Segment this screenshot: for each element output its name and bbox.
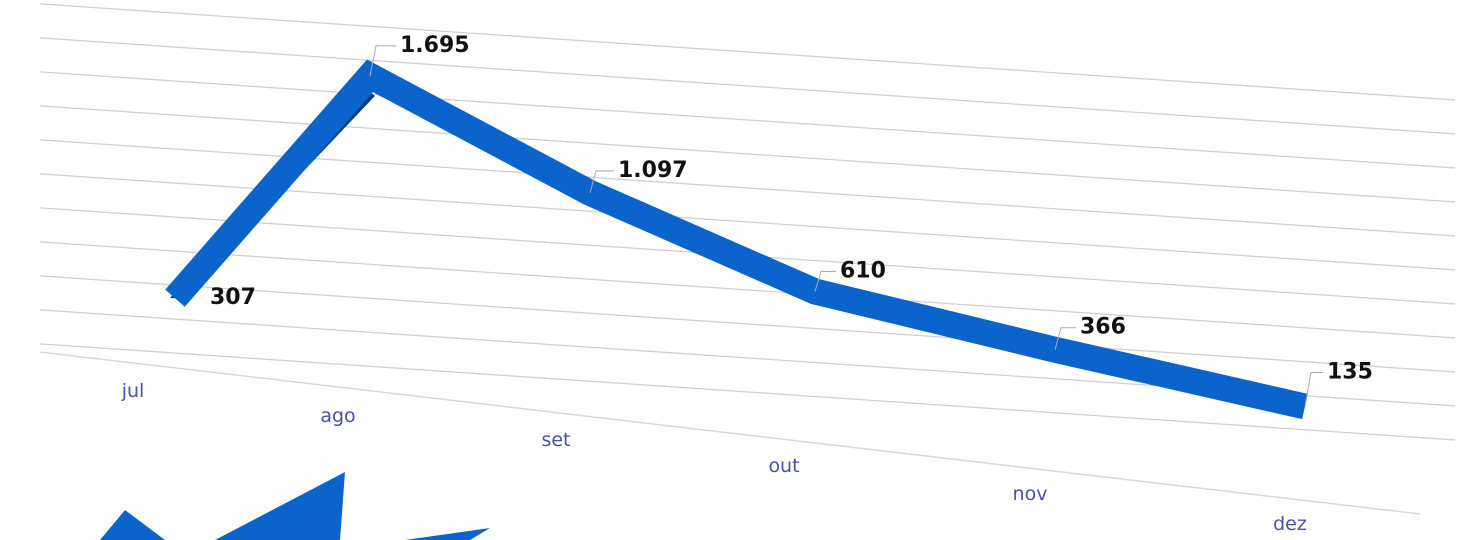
- data-label: 307: [210, 285, 256, 310]
- grid-line: [39, 105, 1456, 203]
- line-ribbon: [165, 59, 1308, 420]
- x-tick-label: set: [541, 429, 570, 451]
- leader-line: [1054, 327, 1076, 350]
- leader-line: [814, 270, 836, 292]
- data-label: 135: [1327, 360, 1373, 385]
- grid-line: [39, 241, 1456, 339]
- background-decor: [39, 351, 1421, 540]
- grid-line: [39, 71, 1456, 169]
- decor-shape: [215, 472, 345, 540]
- x-tick-label: nov: [1013, 483, 1048, 505]
- grid-line: [39, 3, 1456, 101]
- x-tick-label: out: [768, 455, 799, 477]
- grid-line: [39, 343, 1456, 441]
- decor-shape: [405, 528, 490, 540]
- grid-line: [39, 275, 1456, 373]
- x-tick-label: dez: [1273, 513, 1307, 535]
- leader-line: [589, 170, 614, 194]
- decor-shape: [100, 510, 165, 540]
- data-label: 1.695: [400, 33, 470, 58]
- x-tick-label: jul: [121, 380, 145, 402]
- x-tick-label: ago: [320, 405, 355, 427]
- leader-line: [1304, 372, 1323, 407]
- data-label: 1.097: [618, 158, 688, 183]
- leader-line: [369, 45, 396, 76]
- data-label: 610: [840, 258, 886, 283]
- grid-line: [39, 37, 1456, 135]
- floor-edge: [39, 351, 1421, 515]
- data-label: 366: [1080, 315, 1126, 340]
- grid-line: [39, 139, 1456, 237]
